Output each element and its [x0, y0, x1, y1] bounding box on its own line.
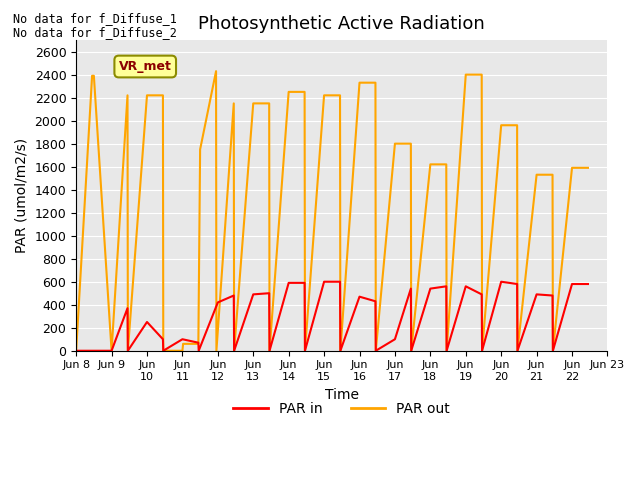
PAR out — [195, 341, 202, 347]
PAR in — [548, 293, 556, 299]
PAR in — [532, 291, 540, 297]
PAR in — [266, 348, 273, 354]
PAR out — [408, 348, 415, 354]
PAR out — [124, 348, 132, 354]
X-axis label: Time: Time — [324, 388, 359, 402]
PAR in — [320, 279, 328, 285]
PAR in — [124, 348, 132, 354]
PAR out — [426, 161, 434, 167]
PAR in — [478, 348, 486, 354]
PAR in — [514, 348, 522, 354]
PAR out — [266, 348, 273, 354]
PAR in — [372, 348, 380, 354]
PAR out — [478, 348, 486, 354]
Line: PAR out: PAR out — [76, 71, 588, 351]
PAR in — [337, 348, 344, 354]
PAR out — [372, 80, 380, 85]
PAR in — [301, 348, 308, 354]
PAR out — [212, 348, 220, 354]
PAR out — [250, 100, 257, 106]
PAR out — [124, 93, 131, 98]
PAR in — [301, 280, 308, 286]
PAR out — [443, 348, 451, 354]
PAR out — [568, 165, 576, 171]
PAR in — [195, 340, 202, 346]
PAR out — [179, 348, 186, 354]
PAR in — [497, 279, 505, 285]
PAR in — [108, 348, 115, 354]
PAR in — [143, 319, 151, 325]
PAR out — [301, 348, 308, 354]
PAR in — [372, 299, 380, 304]
PAR out — [196, 146, 204, 152]
PAR in — [513, 281, 521, 287]
PAR out — [72, 348, 80, 354]
PAR in — [407, 286, 415, 291]
PAR out — [549, 348, 557, 354]
PAR in — [442, 283, 450, 289]
PAR in — [195, 348, 202, 354]
PAR out — [514, 348, 522, 354]
PAR in — [584, 281, 592, 287]
PAR out — [179, 341, 187, 347]
Text: No data for f_Diffuse_2: No data for f_Diffuse_2 — [13, 26, 177, 39]
Text: No data for f_Diffuse_1: No data for f_Diffuse_1 — [13, 12, 177, 25]
PAR in — [124, 305, 131, 311]
PAR out — [532, 172, 540, 178]
PAR in — [72, 348, 80, 354]
PAR in — [443, 348, 451, 354]
PAR out — [90, 73, 98, 79]
PAR in — [88, 348, 96, 354]
PAR out — [337, 348, 344, 354]
PAR out — [212, 68, 220, 74]
PAR out — [159, 348, 167, 354]
PAR in — [159, 348, 167, 354]
PAR in — [462, 283, 470, 289]
Legend: PAR in, PAR out: PAR in, PAR out — [228, 396, 456, 421]
PAR out — [320, 93, 328, 98]
PAR out — [478, 72, 486, 77]
PAR out — [266, 100, 273, 106]
PAR out — [230, 348, 238, 354]
PAR in — [230, 348, 238, 354]
PAR out — [159, 93, 167, 98]
PAR out — [391, 141, 399, 146]
PAR in — [408, 348, 415, 354]
PAR out — [548, 172, 556, 178]
PAR in — [568, 281, 576, 287]
PAR out — [285, 89, 292, 95]
PAR out — [356, 80, 364, 85]
PAR out — [584, 165, 592, 171]
Title: Photosynthetic Active Radiation: Photosynthetic Active Radiation — [198, 15, 485, 33]
PAR in — [356, 294, 364, 300]
PAR in — [230, 293, 237, 299]
PAR in — [549, 348, 557, 354]
PAR in — [214, 300, 221, 305]
PAR in — [250, 291, 257, 297]
PAR out — [462, 72, 470, 77]
Text: VR_met: VR_met — [119, 60, 172, 73]
PAR out — [88, 73, 96, 79]
PAR out — [301, 89, 308, 95]
PAR out — [513, 122, 521, 128]
PAR in — [266, 290, 273, 296]
PAR out — [143, 93, 151, 98]
PAR in — [159, 336, 167, 342]
PAR out — [372, 348, 380, 354]
PAR in — [90, 348, 98, 354]
Y-axis label: PAR (umol/m2/s): PAR (umol/m2/s) — [15, 138, 29, 253]
PAR out — [442, 161, 450, 167]
PAR in — [285, 280, 292, 286]
PAR out — [407, 141, 415, 146]
PAR in — [426, 286, 434, 291]
PAR in — [391, 336, 399, 342]
PAR out — [336, 93, 344, 98]
PAR in — [336, 279, 344, 285]
PAR in — [179, 336, 186, 342]
PAR in — [478, 291, 486, 297]
PAR out — [230, 100, 237, 106]
PAR out — [108, 348, 115, 354]
Line: PAR in: PAR in — [76, 282, 588, 351]
PAR out — [497, 122, 505, 128]
